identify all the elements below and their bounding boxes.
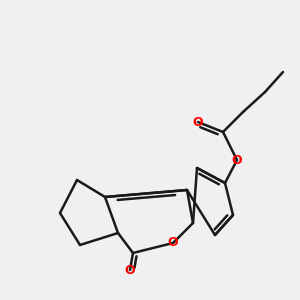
Text: O: O — [125, 263, 135, 277]
Text: O: O — [232, 154, 242, 166]
Text: O: O — [168, 236, 178, 250]
Text: O: O — [193, 116, 203, 128]
